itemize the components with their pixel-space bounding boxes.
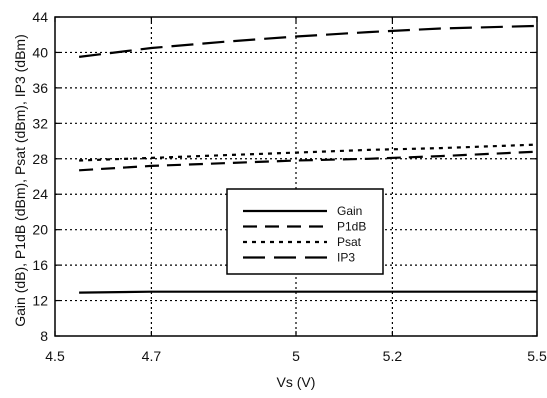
x-tick-label: 5 <box>292 348 300 364</box>
legend-label: Psat <box>337 235 362 249</box>
y-tick-label: 28 <box>32 151 48 167</box>
series-lines <box>78 24 538 294</box>
x-axis-ticks: 4.5 4.7 5 5.2 5.5 <box>45 17 547 364</box>
y-tick-label: 20 <box>32 222 48 238</box>
x-axis-title: Vs (V) <box>277 374 316 390</box>
x-tick-label: 5.2 <box>383 348 403 364</box>
grid <box>55 17 537 336</box>
y-tick-label: 44 <box>32 9 48 25</box>
y-tick-label: 36 <box>32 80 48 96</box>
y-axis-ticks: 8 12 16 20 24 28 32 36 40 44 <box>32 9 537 344</box>
series-line-p1db <box>79 150 538 172</box>
y-tick-label: 40 <box>32 44 48 60</box>
x-tick-label: 4.7 <box>142 348 162 364</box>
series-line-ip3 <box>78 24 538 58</box>
legend-label: IP3 <box>337 251 355 265</box>
legend-label: Gain <box>337 204 362 218</box>
y-tick-label: 12 <box>32 293 48 309</box>
y-tick-label: 8 <box>40 328 48 344</box>
legend-label: P1dB <box>337 220 366 234</box>
y-tick-label: 24 <box>32 186 48 202</box>
legend-box <box>226 188 384 275</box>
x-tick-label: 4.5 <box>45 348 65 364</box>
y-tick-label: 32 <box>32 115 48 131</box>
y-tick-label: 16 <box>32 257 48 273</box>
series-line-psat <box>79 143 538 162</box>
series-line-gain <box>79 290 537 294</box>
x-tick-label: 5.5 <box>527 348 547 364</box>
y-axis-title: Gain (dB), P1dB (dBm), Psat (dBm), IP3 (… <box>12 34 28 327</box>
